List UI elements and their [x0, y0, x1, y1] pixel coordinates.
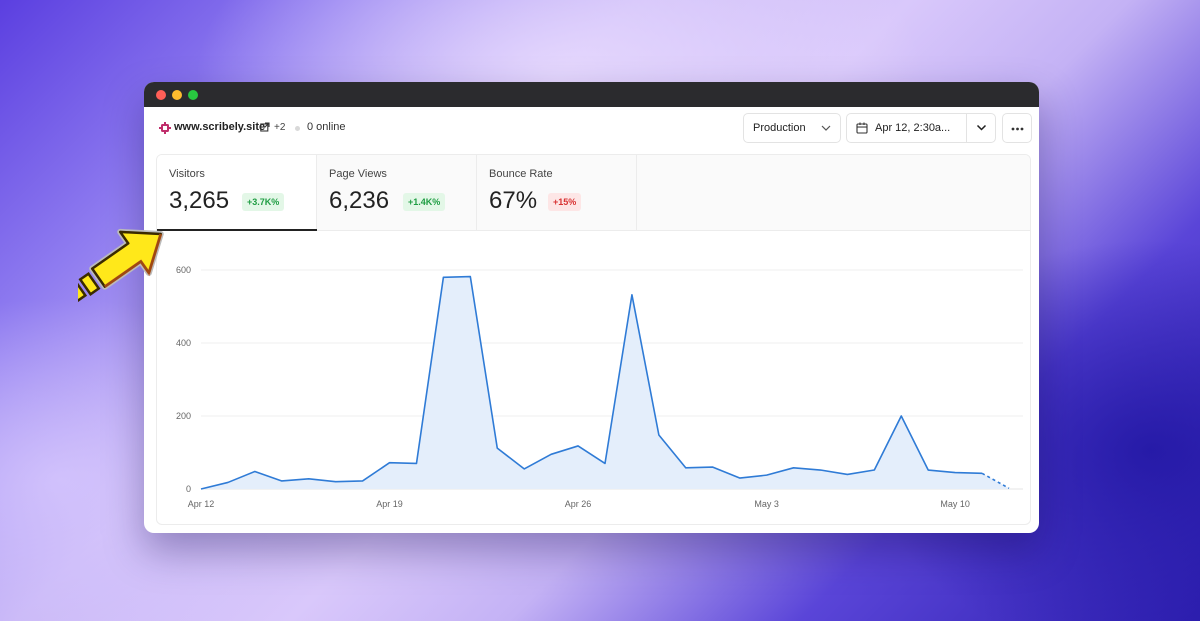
metric-label: Visitors	[169, 168, 205, 180]
site-name-link[interactable]: www.scribely.site	[174, 121, 266, 133]
chart-svg: 0 200 400 600 Apr 12 Apr 19 Apr 26 May 3 May 10	[176, 265, 1023, 509]
metric-value: 6,236	[329, 187, 390, 214]
external-link-icon[interactable]	[260, 122, 270, 132]
chart-line-projected	[981, 472, 1010, 489]
more-options-button[interactable]	[1002, 113, 1032, 143]
metric-value: 3,265	[169, 187, 230, 214]
y-tick-label: 400	[176, 338, 191, 348]
arrow-icon	[78, 228, 164, 302]
extra-sites-count[interactable]: +2	[274, 122, 286, 133]
metric-label: Page Views	[329, 168, 387, 180]
date-select-divider	[966, 114, 967, 142]
y-tick-label: 600	[176, 265, 191, 275]
close-window-button[interactable]	[156, 90, 166, 100]
chart-line	[200, 275, 983, 490]
x-tick-label: May 3	[754, 499, 779, 509]
online-status-dot	[295, 126, 300, 131]
environment-label: Production	[753, 122, 806, 134]
change-badge: +1.4K%	[403, 193, 446, 211]
chart-area	[201, 276, 1009, 489]
browser-window: www.scribely.site +2 0 online Production…	[144, 82, 1039, 533]
online-count: 0 online	[307, 121, 346, 133]
logo-icon	[159, 122, 171, 134]
visitors-chart: 0 200 400 600 Apr 12 Apr 19 Apr 26 May 3 May 10	[157, 230, 1030, 524]
maximize-window-button[interactable]	[188, 90, 198, 100]
y-tick-label: 200	[176, 411, 191, 421]
minimize-window-button[interactable]	[172, 90, 182, 100]
tab-bounce-rate[interactable]: Bounce Rate 67% +15%	[477, 155, 637, 230]
x-tick-label: Apr 12	[188, 499, 215, 509]
metric-value: 67%	[489, 187, 538, 214]
more-icon	[1011, 127, 1024, 131]
x-tick-label: Apr 19	[376, 499, 403, 509]
calendar-icon	[856, 122, 868, 134]
dashboard-header: www.scribely.site +2 0 online Production…	[144, 107, 1039, 153]
chevron-down-icon	[821, 125, 831, 131]
y-tick-label: 0	[186, 484, 191, 494]
title-bar	[144, 82, 1039, 107]
change-badge: +3.7K%	[242, 193, 285, 211]
metric-label: Bounce Rate	[489, 168, 553, 180]
metric-tabs: Visitors 3,265 +3.7K% Page Views 6,236 +…	[157, 155, 1030, 231]
x-tick-label: May 10	[940, 499, 970, 509]
tab-visitors[interactable]: Visitors 3,265 +3.7K%	[157, 155, 317, 231]
analytics-panel: Visitors 3,265 +3.7K% Page Views 6,236 +…	[156, 154, 1031, 525]
environment-select[interactable]: Production	[743, 113, 841, 143]
change-badge: +15%	[548, 193, 582, 211]
tab-page-views[interactable]: Page Views 6,236 +1.4K%	[317, 155, 477, 230]
x-tick-label: Apr 26	[565, 499, 592, 509]
date-range-label: Apr 12, 2:30a...	[875, 122, 951, 134]
chevron-down-icon[interactable]	[976, 124, 987, 132]
date-range-select[interactable]: Apr 12, 2:30a...	[846, 113, 996, 143]
